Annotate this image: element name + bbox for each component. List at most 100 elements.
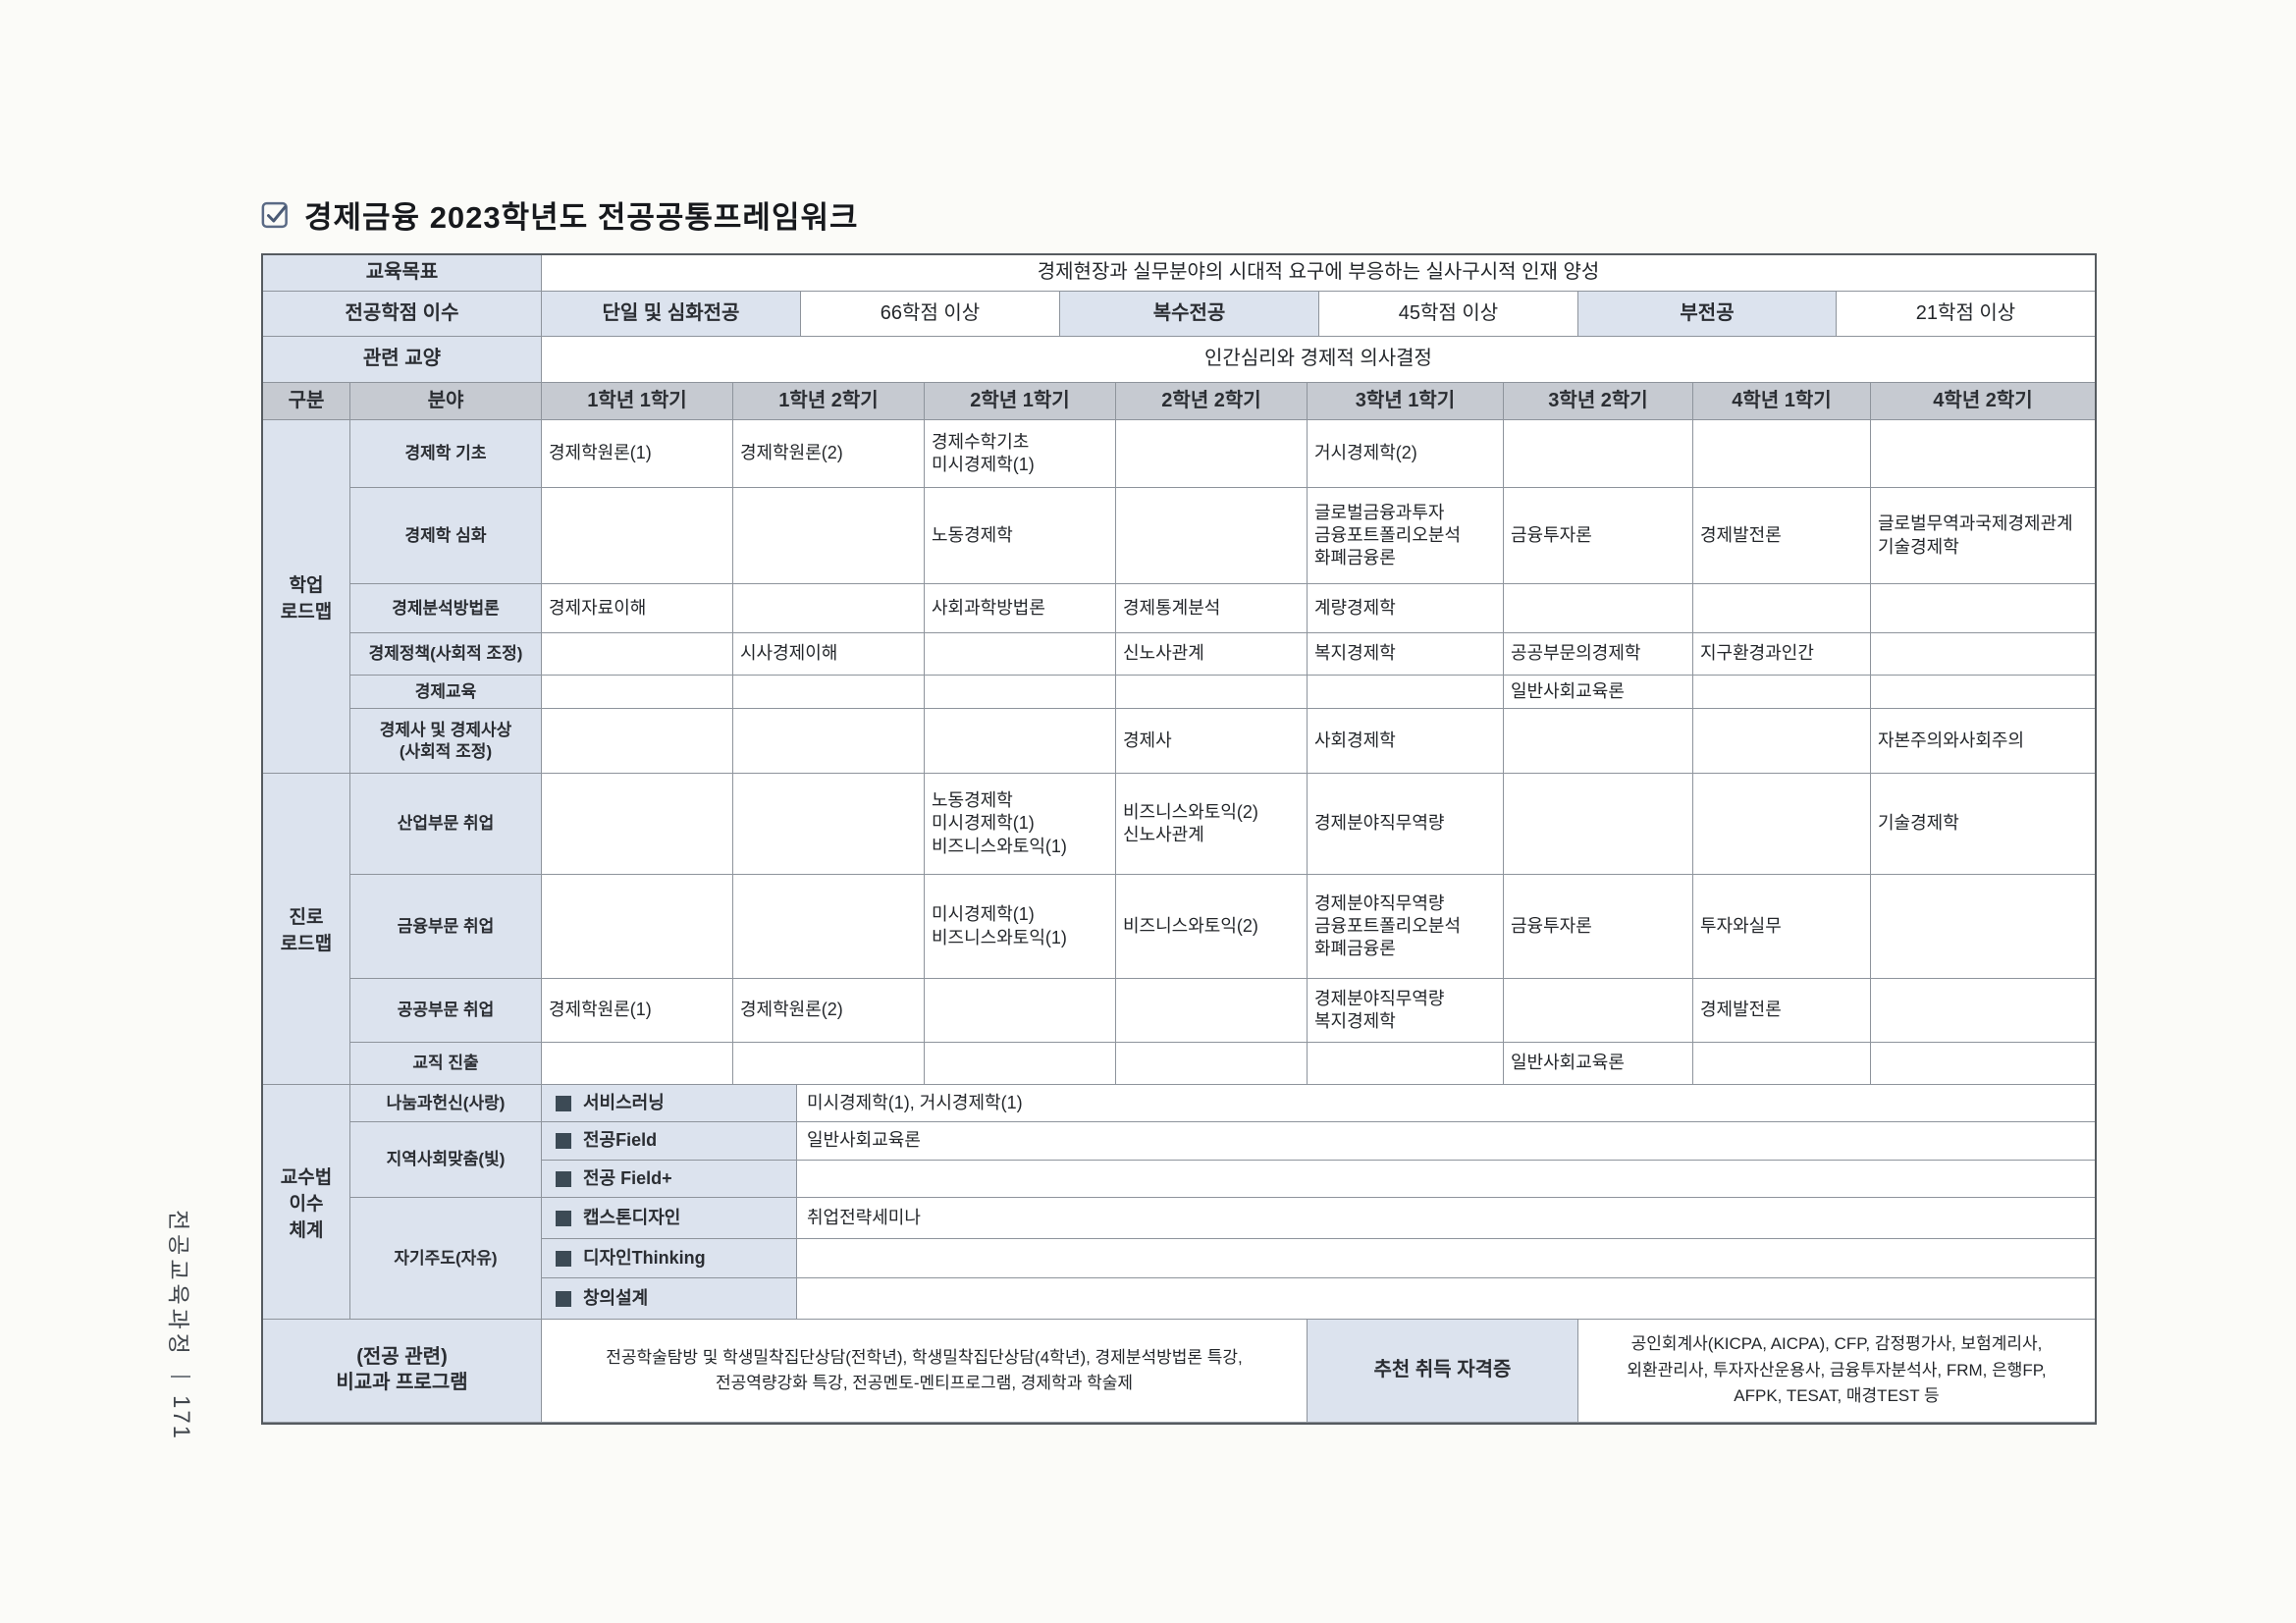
course-cell: 비즈니스와토익(2) 신노사관계 (1116, 774, 1308, 875)
pedagogy-item-label: 서비스러닝 (542, 1085, 797, 1122)
course-cell (542, 875, 733, 979)
course-cell (1504, 709, 1693, 774)
pedagogy-item-courses (797, 1278, 2095, 1320)
course-cell: 경제분야직무역량 (1308, 774, 1504, 875)
course-cell: 일반사회교육론 (1504, 676, 1693, 709)
pedagogy-item-courses (797, 1161, 2095, 1198)
course-cell (1693, 1043, 1871, 1085)
course-cell: 글로벌무역과국제경제관계 기술경제학 (1871, 488, 2095, 584)
margin-divider (171, 1375, 190, 1378)
extracurricular-row: (전공 관련) 비교과 프로그램 전공학술탐방 및 학생밀착집단상담(전학년),… (263, 1320, 2095, 1423)
grid-row: 디자인Thinking (542, 1239, 2095, 1278)
field-label: 경제교육 (350, 676, 542, 709)
grid-row: 경제정책(사회적 조정) 시사경제이해 신노사관계 복지경제학 공공부문의경제학 지구환경… (350, 633, 2095, 676)
pedagogy-item-text: 서비스러닝 (583, 1092, 665, 1112)
course-cell: 경제분야직무역량 복지경제학 (1308, 979, 1504, 1043)
pedagogy-item-label: 전공Field (542, 1122, 797, 1161)
certificates-value: 공인회계사(KICPA, AICPA), CFP, 감정평가사, 보험계리사, … (1578, 1320, 2095, 1423)
course-cell (733, 709, 925, 774)
section-label: 진로 로드맵 (263, 774, 350, 1085)
pedagogy-item-courses: 미시경제학(1), 거시경제학(1) (797, 1085, 2095, 1122)
pedagogy-item-courses: 취업전략세미나 (797, 1198, 2095, 1239)
course-cell (1871, 633, 2095, 676)
grid-row: 창의설계 (542, 1278, 2095, 1320)
course-cell (1504, 420, 1693, 488)
credit-type: 복수전공 (1060, 292, 1319, 337)
course-cell (1308, 1043, 1504, 1085)
semester-header: 4학년 2학기 (1871, 383, 2095, 420)
credit-value: 45학점 이상 (1319, 292, 1578, 337)
course-cell (1871, 676, 2095, 709)
square-bullet-icon (556, 1250, 571, 1267)
grid-row: 교직 진출 일반사회교육론 (350, 1043, 2095, 1085)
course-cell: 사회경제학 (1308, 709, 1504, 774)
course-cell (542, 774, 733, 875)
field-label: 나눔과헌신(사랑) (350, 1085, 542, 1122)
grid-row: 경제교육 일반사회교육론 (350, 676, 2095, 709)
pedagogy-item-text: 창의설계 (583, 1287, 649, 1308)
course-cell (925, 676, 1116, 709)
pedagogy-item-text: 전공Field (583, 1130, 658, 1151)
field-label: 경제사 및 경제사상 (사회적 조정) (350, 709, 542, 774)
grid-row: 금융부문 취업 미시경제학(1) 비즈니스와토익(1) 비즈니스와토익(2) 경제분야… (350, 875, 2095, 979)
grid-row: 전공Field 일반사회교육론 (542, 1122, 2095, 1161)
course-cell (1693, 676, 1871, 709)
course-cell (1693, 774, 1871, 875)
page-title-text: 경제금융 2023학년도 전공공통프레임워크 (304, 200, 859, 235)
course-cell (1871, 875, 2095, 979)
course-cell (1116, 488, 1308, 584)
course-cell: 거시경제학(2) (1308, 420, 1504, 488)
liberal-label: 관련 교양 (263, 337, 542, 383)
section-career-roadmap: 진로 로드맵 산업부문 취업 노동경제학 미시경제학(1) 비즈니스와토익(1) 비… (263, 774, 2095, 1085)
course-cell: 경제자료이해 (542, 584, 733, 633)
page-title: 경제금융 2023학년도 전공공통프레임워크 (261, 192, 859, 237)
grid-row: 산업부문 취업 노동경제학 미시경제학(1) 비즈니스와토익(1) 비즈니스와토익(… (350, 774, 2095, 875)
course-cell (733, 875, 925, 979)
program-value: 전공학술탐방 및 학생밀착집단상담(전학년), 학생밀착집단상담(4학년), 경… (542, 1320, 1308, 1423)
field-label: 자기주도(자유) (350, 1198, 542, 1320)
course-cell: 비즈니스와토익(2) (1116, 875, 1308, 979)
grid-row: 전공 Field+ (542, 1161, 2095, 1198)
field-label: 지역사회맞춤(빛) (350, 1122, 542, 1198)
credit-label: 전공학점 이수 (263, 292, 542, 337)
pedagogy-item-courses: 일반사회교육론 (797, 1122, 2095, 1161)
pedagogy-group: 지역사회맞춤(빛) 전공Field 일반사회교육론 전공 Field+ (350, 1122, 2095, 1198)
field-label: 경제분석방법론 (350, 584, 542, 633)
semester-header: 4학년 1학기 (1693, 383, 1871, 420)
course-cell: 경제학원론(1) (542, 979, 733, 1043)
field-label: 공공부문 취업 (350, 979, 542, 1043)
grid-row: 경제학 기초 경제학원론(1) 경제학원론(2) 경제수학기초 미시경제학(1) 거시경… (350, 420, 2095, 488)
course-cell: 경제통계분석 (1116, 584, 1308, 633)
square-bullet-icon (556, 1210, 571, 1226)
course-cell (925, 979, 1116, 1043)
pedagogy-group: 자기주도(자유) 캡스톤디자인 취업전략세미나 디자인Thinking 창의설계 (350, 1198, 2095, 1320)
course-cell: 계량경제학 (1308, 584, 1504, 633)
course-cell: 일반사회교육론 (1504, 1043, 1693, 1085)
course-cell (1871, 584, 2095, 633)
course-cell (542, 488, 733, 584)
grid-header-row: 구분 분야 1학년 1학기 1학년 2학기 2학년 1학기 2학년 2학기 3학… (263, 383, 2095, 420)
course-cell (733, 676, 925, 709)
course-cell: 경제발전론 (1693, 488, 1871, 584)
course-cell (542, 709, 733, 774)
credit-type: 부전공 (1578, 292, 1837, 337)
field-label: 경제학 심화 (350, 488, 542, 584)
credit-row: 전공학점 이수 단일 및 심화전공 66학점 이상 복수전공 45학점 이상 부… (263, 292, 2095, 337)
pedagogy-group-rows: 서비스러닝 미시경제학(1), 거시경제학(1) (542, 1085, 2095, 1122)
margin-label-text: 전공교육과정 (166, 1210, 191, 1358)
course-cell: 노동경제학 (925, 488, 1116, 584)
liberal-row: 관련 교양 인간심리와 경제적 의사결정 (263, 337, 2095, 383)
grid-row: 캡스톤디자인 취업전략세미나 (542, 1198, 2095, 1239)
course-cell: 투자와실무 (1693, 875, 1871, 979)
course-cell (733, 584, 925, 633)
course-cell: 복지경제학 (1308, 633, 1504, 676)
course-cell (925, 633, 1116, 676)
page-margin-label: 전공교육과정 171 (164, 1210, 197, 1440)
course-cell: 시사경제이해 (733, 633, 925, 676)
semester-header: 2학년 1학기 (925, 383, 1116, 420)
section-label: 학업 로드맵 (263, 420, 350, 774)
grid-row: 경제학 심화 노동경제학 글로벌금융과투자 금융포트폴리오분석 화폐금융론 금융투자론… (350, 488, 2095, 584)
semester-header: 1학년 1학기 (542, 383, 733, 420)
course-cell: 기술경제학 (1871, 774, 2095, 875)
course-cell (542, 1043, 733, 1085)
